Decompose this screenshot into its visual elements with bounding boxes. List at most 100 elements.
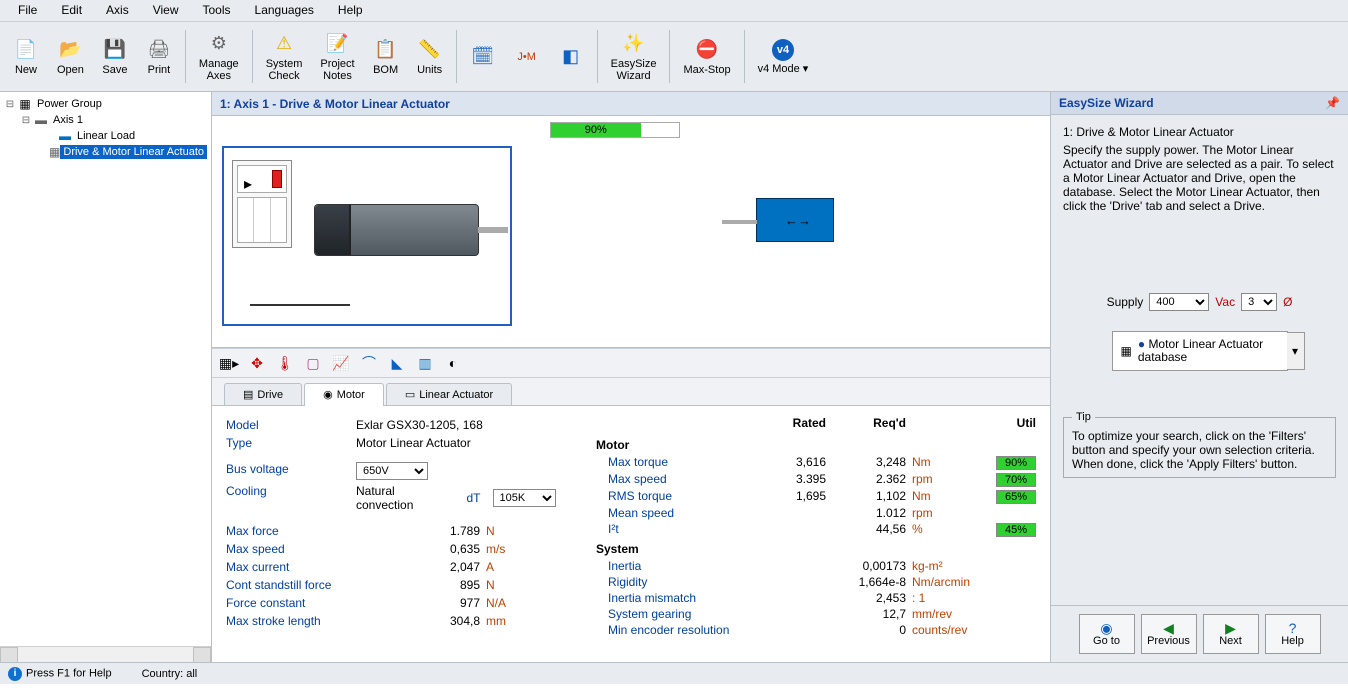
view-icon-chart2[interactable]: ⌒ bbox=[358, 352, 380, 374]
row-rated bbox=[756, 522, 826, 537]
pin-icon[interactable]: 📌 bbox=[1325, 96, 1340, 110]
menu-languages[interactable]: Languages bbox=[243, 0, 326, 21]
wizard-step-title: 1: Drive & Motor Linear Actuator bbox=[1063, 125, 1336, 139]
toolbar-label: BOM bbox=[373, 64, 398, 76]
view-icon-chart1[interactable]: 📈 bbox=[330, 352, 352, 374]
status-bar: iPress F1 for Help Country: all bbox=[0, 662, 1348, 684]
row-rated bbox=[756, 623, 826, 637]
tree-axis[interactable]: ⊟▬ Axis 1 bbox=[0, 112, 211, 128]
toolbar-units[interactable]: 📏Units bbox=[410, 24, 450, 89]
view-icon-motor[interactable]: ▦▸ bbox=[218, 352, 240, 374]
row-reqd: 12,7 bbox=[826, 607, 906, 621]
spec-value: 2,047 bbox=[426, 560, 486, 574]
supply-select[interactable]: 400 bbox=[1149, 293, 1209, 311]
menu-edit[interactable]: Edit bbox=[49, 0, 94, 21]
row-unit: Nm bbox=[906, 489, 986, 504]
tree-root[interactable]: ⊟▦ Power Group bbox=[0, 96, 211, 112]
toolbar-label: v4 Mode ▾ bbox=[758, 63, 809, 75]
toolbar-separator bbox=[669, 30, 670, 83]
tree-drive-label: Drive & Motor Linear Actuato bbox=[60, 145, 207, 159]
toolbar-icon[interactable]: J•M bbox=[507, 24, 547, 89]
tree-scrollbar[interactable] bbox=[0, 646, 211, 662]
data-row: Max speed3.3952.362rpm70% bbox=[596, 471, 1036, 488]
toolbar-bom[interactable]: 📋BOM bbox=[366, 24, 406, 89]
toolbar-manage[interactable]: ⚙ManageAxes bbox=[192, 24, 246, 89]
menu-tools[interactable]: Tools bbox=[191, 0, 243, 21]
toolbar-separator bbox=[597, 30, 598, 83]
data-row: Mean speed1.012rpm bbox=[596, 505, 1036, 521]
toolbar-label: Max-Stop bbox=[683, 64, 730, 76]
nav-icon: ▶ bbox=[1225, 621, 1236, 635]
vac-label: Vac bbox=[1215, 295, 1235, 309]
spec-value: 895 bbox=[426, 578, 486, 592]
row-util bbox=[986, 591, 1036, 605]
component-diagram[interactable]: ▸ bbox=[222, 146, 512, 326]
toolbar-easysize[interactable]: ✨EasySizeWizard bbox=[604, 24, 664, 89]
toolbar-label: SystemCheck bbox=[266, 58, 303, 82]
nav-next[interactable]: ▶Next bbox=[1203, 614, 1259, 654]
data-row: Max torque3,6163,248Nm90% bbox=[596, 454, 1036, 471]
toolbar-v4-mode-[interactable]: v4v4 Mode ▾ bbox=[751, 24, 816, 89]
model-value: Exlar GSX30-1205, 168 bbox=[356, 418, 556, 432]
col-rated: Rated bbox=[756, 416, 826, 430]
toolbar-new[interactable]: 📄New bbox=[6, 24, 46, 89]
bus-voltage-select[interactable]: 650V bbox=[356, 462, 428, 480]
view-icon-belt[interactable]: ◐ bbox=[442, 352, 464, 374]
tree-load[interactable]: ▬ Linear Load bbox=[0, 128, 211, 144]
row-unit: rpm bbox=[906, 472, 986, 487]
toolbar-save[interactable]: 💾Save bbox=[95, 24, 135, 89]
center-title: 1: Axis 1 - Drive & Motor Linear Actuato… bbox=[212, 92, 1050, 116]
drive-schematic: ▸ bbox=[232, 160, 292, 248]
data-row: RMS torque1,6951,102Nm65% bbox=[596, 488, 1036, 505]
load-schematic[interactable] bbox=[756, 198, 834, 242]
spec-unit: N/A bbox=[486, 596, 536, 610]
dt-label: dT bbox=[467, 491, 481, 505]
toolbar-icon: 📝 bbox=[326, 32, 350, 56]
toolbar-icon[interactable]: ◧ bbox=[551, 24, 591, 89]
cooling-label: Cooling bbox=[226, 484, 356, 512]
menu-file[interactable]: File bbox=[6, 0, 49, 21]
toolbar-project[interactable]: 📝ProjectNotes bbox=[313, 24, 361, 89]
view-icon-thermo[interactable]: 🌡 bbox=[274, 352, 296, 374]
toolbar-icon: ◧ bbox=[559, 45, 583, 69]
tree-drive[interactable]: ▦ Drive & Motor Linear Actuato bbox=[0, 144, 211, 160]
dt-select[interactable]: 105K bbox=[493, 489, 556, 507]
toolbar-separator bbox=[185, 30, 186, 83]
toolbar-open[interactable]: 📂Open bbox=[50, 24, 91, 89]
spec-label: Cont standstill force bbox=[226, 578, 426, 592]
nav-go-to[interactable]: ◉Go to bbox=[1079, 614, 1135, 654]
row-unit: mm/rev bbox=[906, 607, 986, 621]
nav-label: Previous bbox=[1147, 635, 1190, 647]
tab-linear-actuator[interactable]: ▭Linear Actuator bbox=[386, 383, 512, 405]
wizard-description: Specify the supply power. The Motor Line… bbox=[1063, 143, 1336, 213]
view-icon-move[interactable]: ✥ bbox=[246, 352, 268, 374]
view-icon-cycle[interactable]: ▢ bbox=[302, 352, 324, 374]
tab-motor[interactable]: ◉Motor bbox=[304, 383, 384, 406]
row-rated: 3.395 bbox=[756, 472, 826, 487]
wizard-pane: EasySize Wizard 📌 1: Drive & Motor Linea… bbox=[1050, 92, 1348, 662]
toolbar-print[interactable]: 🖨Print bbox=[139, 24, 179, 89]
data-row: System gearing12,7mm/rev bbox=[596, 606, 1036, 622]
phase-select[interactable]: 3 bbox=[1241, 293, 1277, 311]
row-util bbox=[986, 506, 1036, 520]
toolbar-icon[interactable]: 🗓 bbox=[463, 24, 503, 89]
menu-view[interactable]: View bbox=[141, 0, 191, 21]
view-icon-bars[interactable]: ▥ bbox=[414, 352, 436, 374]
database-button[interactable]: ▦ ● Motor Linear Actuator database ▾ bbox=[1112, 331, 1288, 371]
tab-drive[interactable]: ▤Drive bbox=[224, 383, 302, 405]
row-reqd: 2,453 bbox=[826, 591, 906, 605]
nav-previous[interactable]: ◀Previous bbox=[1141, 614, 1197, 654]
view-icon-chart3[interactable]: ◣ bbox=[386, 352, 408, 374]
spec-row: Cont standstill force895N bbox=[226, 576, 556, 594]
nav-help[interactable]: ?Help bbox=[1265, 614, 1321, 654]
row-label: I²t bbox=[596, 522, 756, 537]
menu-axis[interactable]: Axis bbox=[94, 0, 141, 21]
database-dropdown[interactable]: ▾ bbox=[1287, 332, 1305, 370]
row-util: 70% bbox=[986, 472, 1036, 487]
tab-label: Drive bbox=[257, 389, 283, 401]
toolbar-system[interactable]: ⚠SystemCheck bbox=[259, 24, 310, 89]
details-panel: ModelExlar GSX30-1205, 168 TypeMotor Lin… bbox=[212, 406, 1050, 662]
row-rated bbox=[756, 591, 826, 605]
menu-help[interactable]: Help bbox=[326, 0, 375, 21]
toolbar-max-stop[interactable]: ⛔Max-Stop bbox=[676, 24, 737, 89]
